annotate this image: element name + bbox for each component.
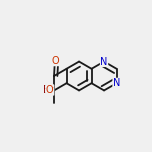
Text: N: N: [113, 78, 120, 88]
Text: Br: Br: [43, 85, 54, 95]
Text: O: O: [52, 56, 60, 66]
Text: O: O: [46, 85, 53, 95]
Text: N: N: [100, 57, 108, 67]
